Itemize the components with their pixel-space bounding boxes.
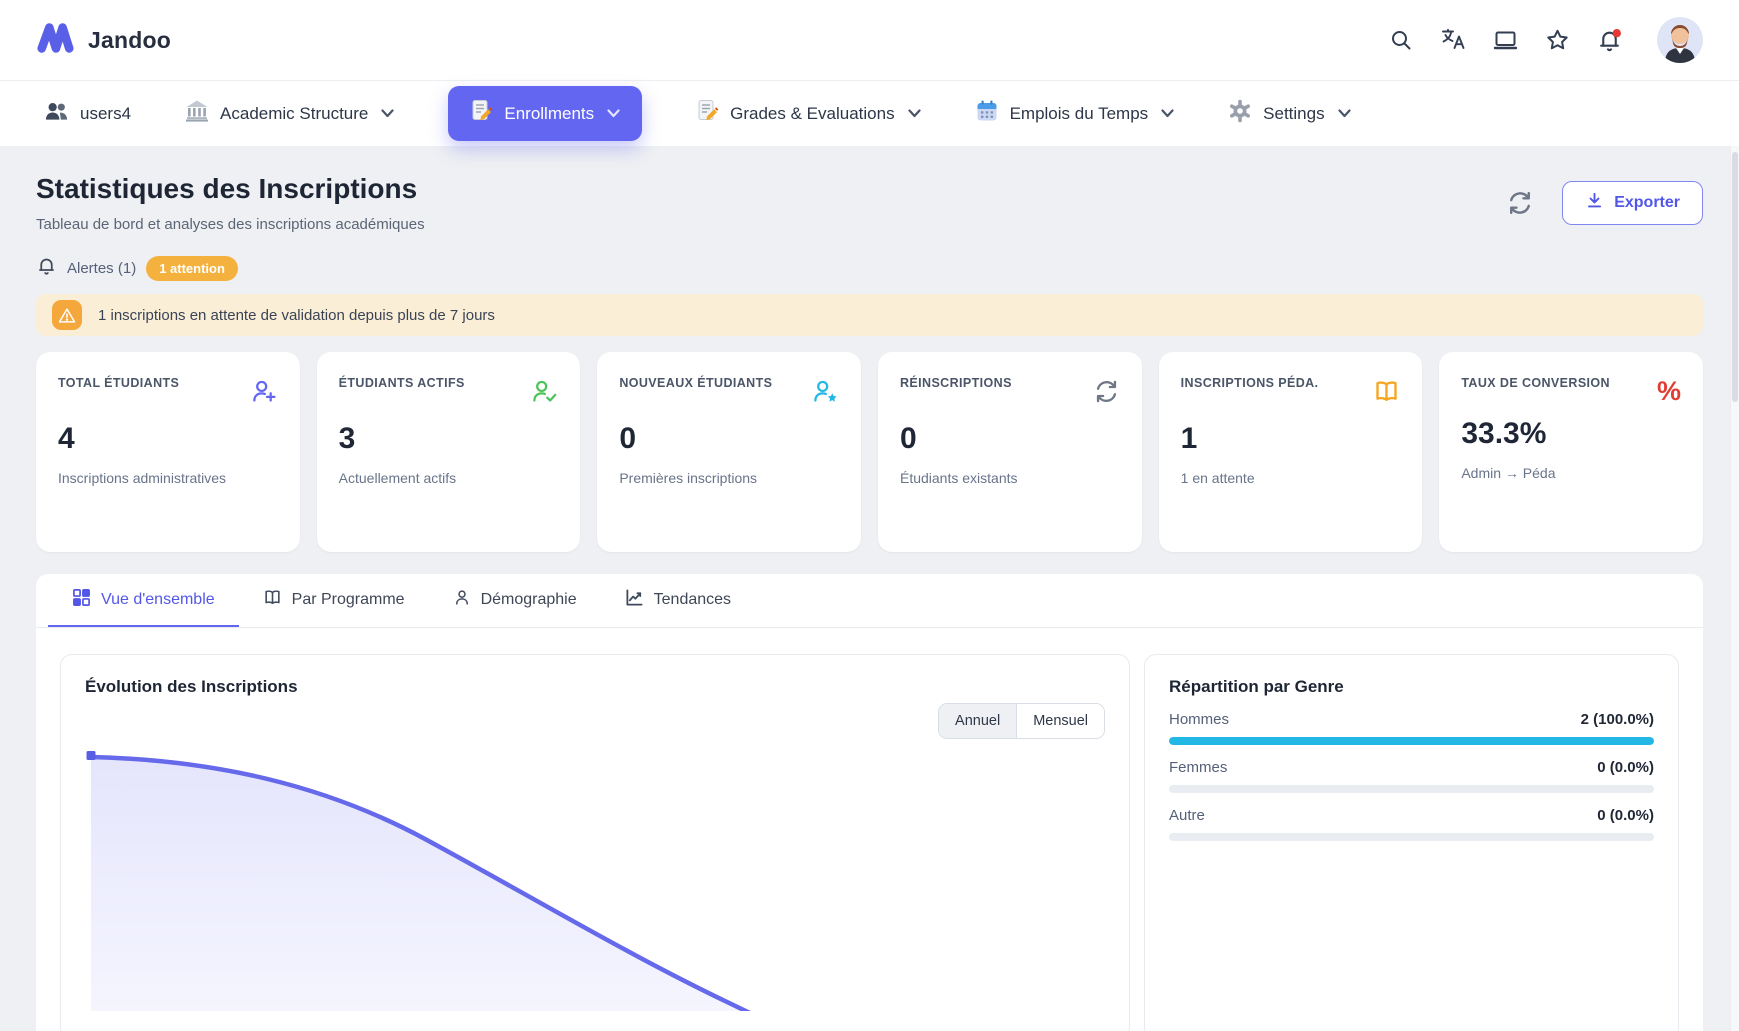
stats-grid: TOTAL ÉTUDIANTS 4 Inscriptions administr…: [36, 352, 1703, 552]
stat-card-taux-conversion: TAUX DE CONVERSION % 33.3% Admin → Péda: [1439, 352, 1703, 552]
chevron-down-icon: [1161, 109, 1174, 118]
stat-card-total-etudiants: TOTAL ÉTUDIANTS 4 Inscriptions administr…: [36, 352, 300, 552]
gender-row-femmes: Femmes 0 (0.0%): [1169, 759, 1654, 793]
stat-value: 4: [58, 422, 75, 455]
person-icon: [453, 588, 471, 612]
nav-item-grades-evaluations[interactable]: Grades & Evaluations: [696, 99, 921, 128]
stat-value: 33.3%: [1461, 417, 1547, 450]
tab-panel: Vue d'ensemble Par Programme Démograp: [36, 574, 1703, 1031]
chart-start-marker: [86, 751, 96, 760]
book-open-icon: [263, 588, 282, 612]
chevron-down-icon: [607, 109, 620, 118]
page-subtitle: Tableau de bord et analyses des inscript…: [36, 216, 425, 233]
chevron-down-icon: [381, 109, 394, 118]
gender-row-hommes: Hommes 2 (100.0%): [1169, 711, 1654, 745]
memo-pencil-icon: [696, 99, 719, 128]
search-icon[interactable]: [1387, 26, 1415, 54]
refresh-icon: [1093, 378, 1120, 410]
gender-bar-track: [1169, 785, 1654, 793]
gear-icon: [1228, 99, 1252, 128]
bank-icon: [185, 99, 209, 128]
chevron-down-icon: [907, 109, 921, 118]
tab-bar: Vue d'ensemble Par Programme Démograp: [36, 574, 1703, 628]
main-nav: users4 Academic Structure: [0, 80, 1739, 146]
tab-tendances[interactable]: Tendances: [601, 574, 755, 627]
period-toggle: Annuel Mensuel: [938, 703, 1105, 739]
brand[interactable]: Jandoo: [36, 19, 171, 62]
toggle-mensuel[interactable]: Mensuel: [1016, 704, 1104, 738]
stat-card-etudiants-actifs: ÉTUDIANTS ACTIFS 3 Actuellement actifs: [316, 352, 581, 552]
main-content: Statistiques des Inscriptions Tableau de…: [0, 172, 1739, 1031]
gender-bar-track: [1169, 833, 1654, 841]
evolution-line-chart: [85, 743, 1105, 1031]
stat-card-nouveaux-etudiants: NOUVEAUX ÉTUDIANTS 0 Premières inscripti…: [597, 352, 861, 552]
stat-value: 0: [899, 422, 917, 455]
brand-name: Jandoo: [88, 26, 171, 53]
translate-icon[interactable]: [1439, 26, 1467, 54]
user-plus-icon: [251, 378, 278, 410]
evolution-chart-card: Évolution des Inscriptions Annuel Mensue…: [60, 654, 1130, 1031]
calendar-icon: [975, 99, 999, 128]
nav-item-users4[interactable]: users4: [44, 100, 131, 127]
top-actions: [1387, 17, 1703, 63]
alerts-label: Alertes (1): [67, 259, 137, 277]
stat-value: 0: [619, 422, 637, 455]
stat-value: 1: [1180, 422, 1198, 455]
chart-title: Évolution des Inscriptions: [85, 677, 298, 696]
top-bar: Jandoo: [0, 0, 1739, 80]
stat-value: 3: [338, 422, 356, 455]
jandoo-logo-icon: [36, 19, 74, 62]
alert-banner-text: 1 inscriptions en attente de validation …: [98, 306, 495, 324]
trend-icon: [625, 588, 644, 612]
nav-item-settings[interactable]: Settings: [1228, 99, 1351, 128]
gender-bar-track: [1169, 737, 1654, 745]
display-icon[interactable]: [1491, 26, 1519, 54]
tab-par-programme[interactable]: Par Programme: [239, 574, 429, 627]
stat-card-inscriptions-peda: INSCRIPTIONS PÉDA. 1 1 en attente: [1158, 352, 1423, 552]
nav-item-academic-structure[interactable]: Academic Structure: [185, 99, 394, 128]
avatar[interactable]: [1657, 17, 1703, 63]
bell-icon[interactable]: [1595, 26, 1623, 54]
export-button[interactable]: Exporter: [1562, 181, 1703, 225]
alert-banner: 1 inscriptions en attente de validation …: [36, 294, 1703, 336]
scrollbar-thumb[interactable]: [1732, 152, 1738, 402]
refresh-icon[interactable]: [1504, 187, 1536, 219]
book-open-icon: [1373, 378, 1400, 410]
scrollbar[interactable]: [1730, 146, 1739, 1031]
stat-card-reinscriptions: RÉINSCRIPTIONS 0 Étudiants existants: [877, 352, 1142, 552]
gender-bar-fill: [1169, 737, 1654, 745]
star-icon[interactable]: [1543, 26, 1571, 54]
percent-icon: %: [1656, 376, 1681, 406]
nav-item-enrollments[interactable]: Enrollments: [448, 86, 643, 141]
memo-pencil-icon: [470, 99, 493, 128]
toggle-annuel[interactable]: Annuel: [939, 704, 1017, 738]
users-icon: [44, 100, 69, 127]
warning-icon: [52, 300, 82, 330]
grid-icon: [72, 588, 91, 612]
download-icon: [1585, 191, 1604, 215]
user-star-icon: [812, 378, 839, 410]
chevron-down-icon: [1337, 109, 1351, 118]
alert-bell-icon: [36, 255, 57, 282]
gender-row-autre: Autre 0 (0.0%): [1169, 807, 1654, 841]
gender-card: Répartition par Genre Hommes 2 (100.0%): [1144, 654, 1679, 1031]
alert-attention-badge: 1 attention: [146, 255, 238, 281]
tab-vue-densemble[interactable]: Vue d'ensemble: [48, 574, 239, 627]
user-check-icon: [531, 378, 558, 410]
page-title: Statistiques des Inscriptions: [36, 173, 418, 204]
gender-title: Répartition par Genre: [1169, 677, 1344, 696]
tab-demographie[interactable]: Démographie: [429, 574, 601, 627]
nav-item-emplois-du-temps[interactable]: Emplois du Temps: [975, 99, 1175, 128]
